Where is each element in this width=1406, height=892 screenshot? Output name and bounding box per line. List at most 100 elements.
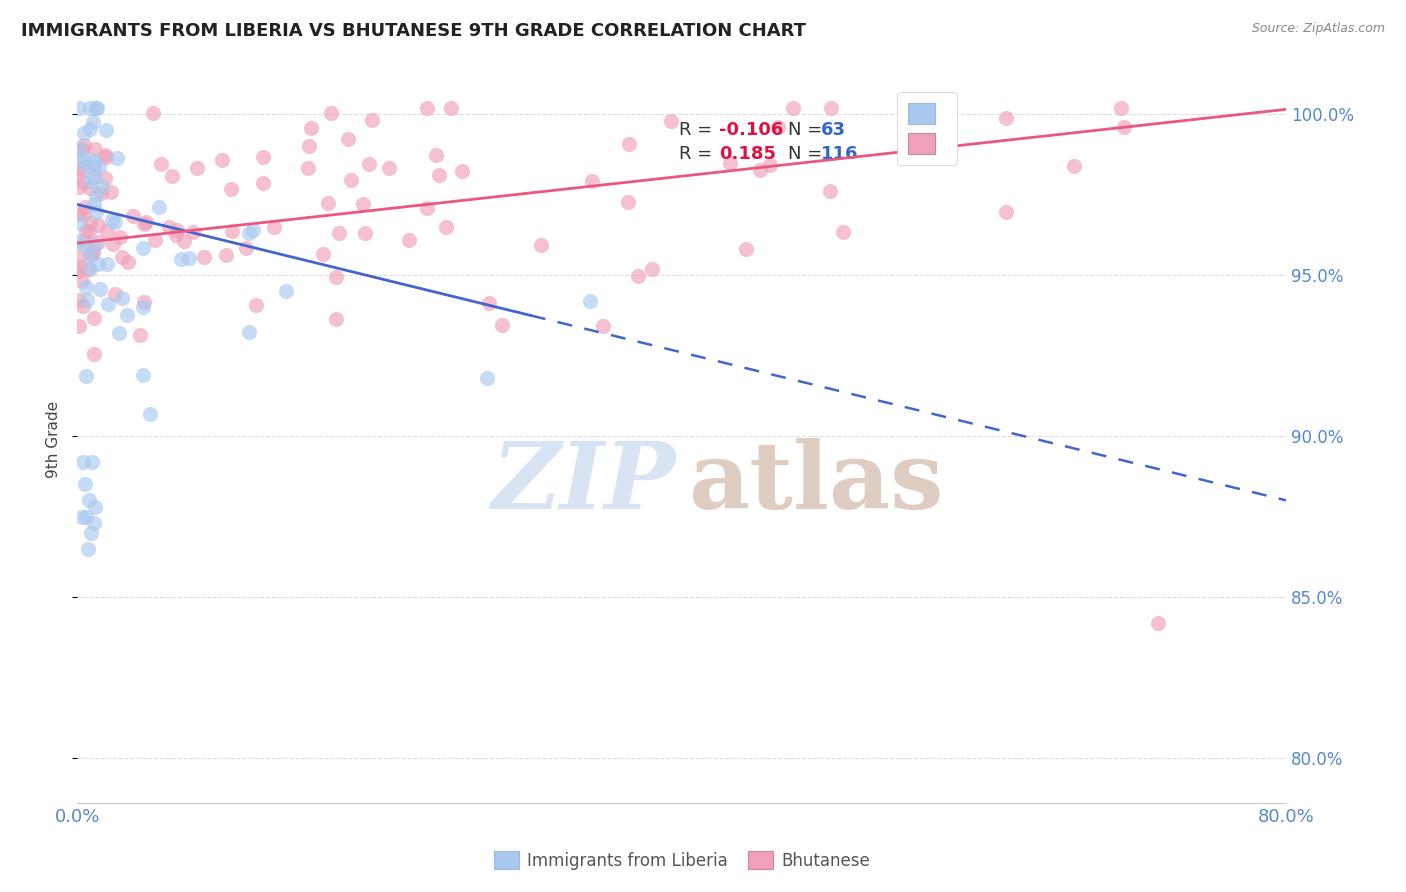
- Point: [1147, 615, 1170, 630]
- Point: [122, 209, 145, 223]
- Point: [84, 205, 107, 219]
- Point: [354, 226, 377, 240]
- Point: [995, 111, 1018, 125]
- Point: [181, 225, 204, 239]
- Point: [263, 220, 285, 235]
- Point: [76, 160, 98, 174]
- Point: [328, 226, 350, 240]
- Point: [79, 216, 101, 230]
- Y-axis label: 9th Grade: 9th Grade: [46, 401, 62, 478]
- Point: [82, 245, 104, 260]
- Point: [70, 274, 93, 288]
- Point: [177, 251, 200, 265]
- Point: [139, 407, 162, 421]
- Point: [617, 194, 640, 209]
- Point: [832, 226, 855, 240]
- Point: [215, 248, 238, 262]
- Point: [100, 185, 122, 199]
- Point: [84, 187, 107, 202]
- Point: [87, 160, 110, 174]
- Point: [132, 368, 155, 382]
- Point: [83, 516, 105, 530]
- Point: [491, 318, 513, 332]
- Text: -0.106: -0.106: [720, 121, 783, 139]
- Point: [995, 204, 1018, 219]
- Point: [94, 148, 117, 162]
- Point: [80, 525, 103, 540]
- Point: [83, 197, 105, 211]
- Point: [79, 261, 101, 276]
- Point: [69, 141, 91, 155]
- Point: [87, 218, 110, 232]
- Point: [76, 293, 98, 308]
- Point: [427, 168, 450, 182]
- Point: [67, 180, 90, 194]
- Point: [478, 296, 501, 310]
- Point: [128, 328, 150, 343]
- Point: [77, 541, 100, 556]
- Point: [416, 201, 439, 215]
- Point: [79, 181, 101, 195]
- Point: [67, 166, 90, 180]
- Text: ZIP: ZIP: [492, 438, 676, 528]
- Point: [87, 257, 110, 271]
- Point: [749, 163, 772, 178]
- Point: [83, 347, 105, 361]
- Point: [73, 200, 96, 214]
- Point: [84, 238, 107, 252]
- Point: [131, 241, 153, 255]
- Point: [312, 247, 335, 261]
- Point: [398, 233, 420, 247]
- Point: [425, 148, 447, 162]
- Point: [105, 152, 128, 166]
- Point: [87, 235, 110, 250]
- Legend: Immigrants from Liberia, Bhutanese: Immigrants from Liberia, Bhutanese: [485, 843, 879, 878]
- Point: [75, 234, 97, 248]
- Point: [101, 236, 124, 251]
- Point: [107, 326, 129, 340]
- Point: [766, 120, 789, 135]
- Text: Source: ZipAtlas.com: Source: ZipAtlas.com: [1251, 22, 1385, 36]
- Point: [818, 184, 841, 198]
- Point: [641, 261, 664, 276]
- Point: [339, 173, 361, 187]
- Point: [165, 228, 187, 243]
- Point: [149, 157, 172, 171]
- Point: [252, 176, 274, 190]
- Point: [659, 114, 682, 128]
- Point: [72, 299, 94, 313]
- Point: [160, 169, 183, 183]
- Point: [1111, 101, 1133, 115]
- Point: [104, 215, 127, 229]
- Point: [79, 101, 101, 115]
- Point: [70, 153, 93, 168]
- Point: [75, 224, 97, 238]
- Point: [1112, 120, 1135, 134]
- Point: [84, 500, 107, 514]
- Point: [360, 112, 382, 127]
- Point: [193, 250, 215, 264]
- Point: [73, 138, 96, 153]
- Point: [70, 143, 93, 157]
- Point: [252, 150, 274, 164]
- Point: [72, 455, 94, 469]
- Point: [108, 230, 131, 244]
- Point: [735, 242, 758, 256]
- Point: [211, 153, 233, 167]
- Point: [627, 268, 650, 283]
- Point: [1063, 159, 1085, 173]
- Point: [79, 224, 101, 238]
- Point: [451, 164, 474, 178]
- Point: [96, 123, 118, 137]
- Point: [782, 101, 804, 115]
- Point: [76, 262, 98, 277]
- Text: 63: 63: [821, 121, 846, 139]
- Point: [96, 150, 118, 164]
- Point: [82, 455, 104, 469]
- Point: [89, 282, 111, 296]
- Point: [242, 223, 264, 237]
- Point: [440, 101, 463, 115]
- Point: [91, 178, 114, 193]
- Point: [111, 250, 134, 264]
- Point: [94, 171, 117, 186]
